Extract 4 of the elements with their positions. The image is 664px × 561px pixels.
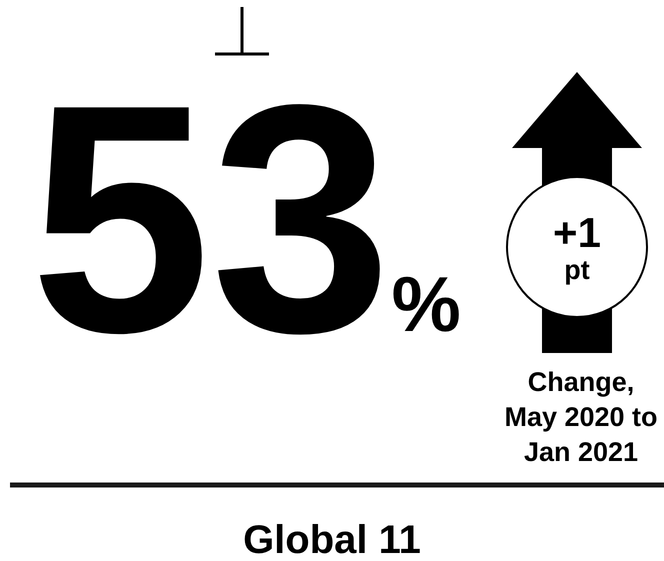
data-label: 53% <box>30 37 461 400</box>
data-label: +1 pt <box>553 209 601 285</box>
text: Change, May 2020 to Jan 2021 <box>503 366 659 469</box>
text: Global 11 <box>243 518 421 561</box>
